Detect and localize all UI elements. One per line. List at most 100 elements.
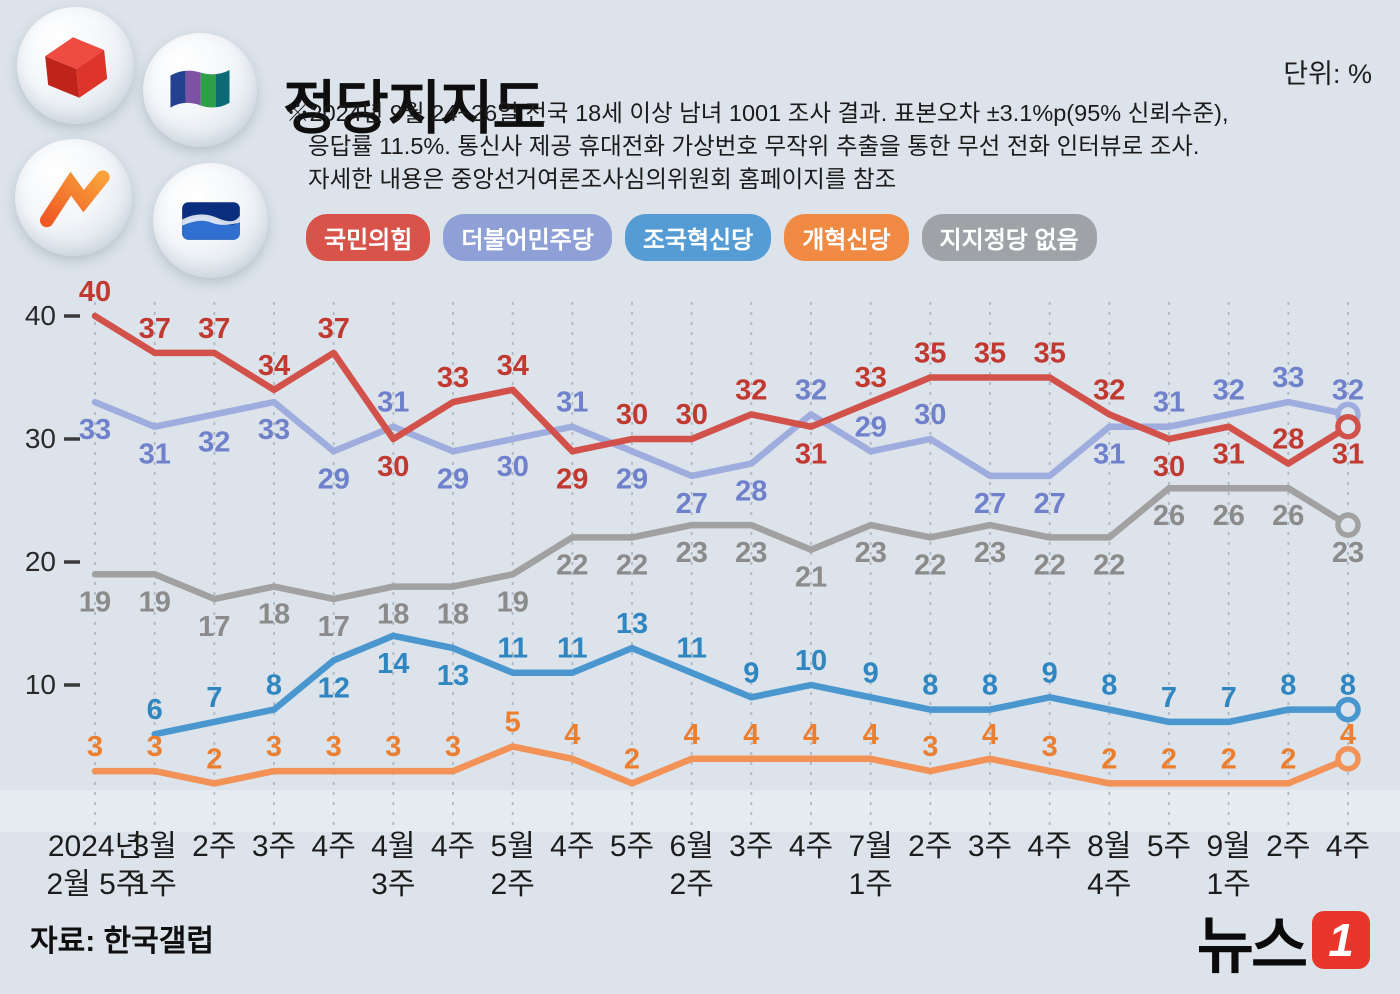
value-label: 4	[863, 719, 879, 751]
value-label: 31	[556, 387, 588, 419]
survey-description: ※2024년 9월 24~26일 전국 18세 이상 남녀 1001 조사 결과…	[286, 97, 1229, 196]
x-axis-label: 2주	[192, 830, 236, 863]
legend-label: 국민의힘	[324, 227, 413, 254]
value-label: 22	[1093, 549, 1125, 581]
value-label: 22	[556, 549, 588, 581]
value-label: 8	[1340, 670, 1356, 702]
survey-note-line-3: 자세한 내용은 중앙선거여론조사심의위원회 홈페이지를 참조	[308, 166, 897, 192]
x-axis-label: 3주	[968, 830, 1012, 863]
party-logo-ppp	[17, 7, 134, 124]
value-label: 29	[318, 463, 350, 495]
y-axis-label: 20	[25, 546, 56, 577]
x-axis-label: 4주	[1326, 830, 1370, 863]
value-label: 5	[505, 707, 521, 739]
value-label: 14	[377, 648, 409, 680]
value-label: 32	[795, 374, 827, 406]
page-title: 정당지지도	[283, 75, 546, 141]
news1-wordmark: 뉴스	[1196, 912, 1308, 981]
value-label: 2	[1161, 743, 1177, 775]
legend: 국민의힘 더불어민주당 조국혁신당 개혁신당 지지정당 없음	[306, 214, 1097, 261]
value-label: 7	[1221, 682, 1237, 714]
value-label: 3	[1042, 731, 1058, 763]
value-label: 23	[855, 537, 887, 569]
value-label: 29	[437, 463, 469, 495]
value-label: 4	[1340, 719, 1356, 751]
series-line	[91, 743, 1352, 787]
news1-badge: 1	[1312, 911, 1370, 969]
value-label: 23	[974, 537, 1006, 569]
value-label: 30	[497, 451, 529, 483]
value-label: 31	[139, 439, 171, 471]
value-label: 4	[684, 719, 700, 751]
value-label: 8	[1101, 670, 1117, 702]
value-label: 19	[139, 586, 171, 618]
y-axis-label: 30	[25, 423, 56, 454]
value-label: 40	[79, 278, 111, 308]
value-label: 31	[1153, 387, 1185, 419]
x-axis-label: 4주	[312, 830, 356, 863]
legend-label: 개혁신당	[802, 227, 891, 254]
party-logo-rkp	[143, 33, 257, 147]
value-label: 13	[437, 660, 469, 692]
chart-svg: 10 20 30 40 2024년 2월 5주 3월 1주 2주 3주 4주 4월 3주 4주 5월 2주 4주…	[0, 276, 1400, 901]
value-label: 18	[377, 599, 409, 631]
value-label: 4	[803, 719, 819, 751]
value-label: 37	[318, 313, 350, 345]
value-label: 30	[377, 451, 409, 483]
value-label: 26	[1213, 500, 1245, 532]
value-label: 28	[1272, 424, 1304, 456]
x-axis-label: 3주	[252, 830, 296, 863]
value-label: 4	[743, 719, 759, 751]
x-axis-label: 6월	[670, 830, 714, 863]
value-label: 10	[795, 645, 827, 677]
value-label: 11	[676, 633, 707, 665]
value-label: 32	[1213, 374, 1245, 406]
value-label: 12	[318, 672, 350, 704]
x-axis-label: 2주	[670, 868, 714, 901]
value-label: 2	[1101, 743, 1117, 775]
x-axis-label: 4주	[1028, 830, 1072, 863]
value-label: 30	[1153, 451, 1185, 483]
value-label: 23	[1332, 537, 1364, 569]
value-label: 8	[1280, 670, 1296, 702]
value-label: 23	[676, 537, 708, 569]
value-label: 3	[266, 731, 282, 763]
legend-item-none: 지지정당 없음	[921, 214, 1097, 261]
value-label: 17	[318, 611, 350, 643]
value-label: 8	[266, 670, 282, 702]
legend-item-dpk: 더불어민주당	[443, 214, 612, 261]
value-label: 3	[445, 731, 461, 763]
value-label: 2	[206, 743, 222, 775]
x-axis-label: 2주	[491, 868, 535, 901]
source-label: 자료: 한국갤럽	[30, 925, 214, 958]
x-axis-label: 4주	[431, 830, 475, 863]
value-label: 18	[437, 599, 469, 631]
x-axis-label: 2월 5주	[47, 868, 144, 901]
x-axis-label: 1주	[1207, 868, 1251, 901]
series-end-marker	[1335, 746, 1361, 772]
value-label: 18	[258, 599, 290, 631]
value-label: 13	[616, 608, 648, 640]
x-axis-label: 3주	[371, 868, 415, 901]
x-axis-label: 2주	[908, 830, 952, 863]
value-label: 11	[557, 633, 588, 665]
value-label: 8	[982, 670, 998, 702]
axis-band	[0, 790, 1400, 832]
series-end-marker	[1335, 413, 1361, 440]
value-label: 23	[735, 537, 767, 569]
legend-label: 더불어민주당	[461, 227, 594, 254]
value-label: 30	[676, 399, 708, 431]
x-axis-label: 4주	[789, 830, 833, 863]
value-label: 19	[79, 586, 111, 618]
value-label: 3	[385, 731, 401, 763]
value-label: 26	[1272, 500, 1304, 532]
y-axis-label: 10	[25, 669, 56, 700]
value-label: 33	[437, 362, 469, 394]
value-label: 31	[1332, 439, 1364, 471]
party-logo-reform	[15, 139, 132, 256]
value-label: 3	[922, 731, 938, 763]
red-cube-icon	[44, 36, 107, 98]
value-label: 3	[326, 731, 342, 763]
x-axis-label: 5주	[1147, 830, 1191, 863]
series-line	[91, 312, 1352, 467]
